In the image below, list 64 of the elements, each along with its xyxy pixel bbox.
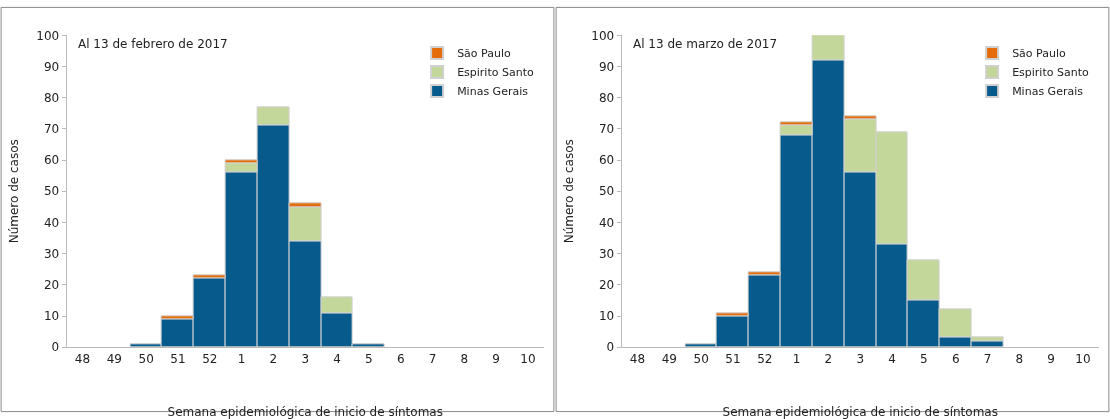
y-tick-label: 60 <box>598 153 615 168</box>
y-tick-label: 80 <box>43 90 60 105</box>
y-tick-label: 70 <box>598 122 615 137</box>
y-tick-label: 30 <box>43 246 60 261</box>
x-tick-label: 52 <box>757 351 773 366</box>
x-tick-label: 8 <box>1015 351 1024 366</box>
chart-title: Al 13 de marzo de 2017 <box>633 37 778 51</box>
x-tick-label: 49 <box>661 351 677 366</box>
x-tick-label: 49 <box>106 351 122 366</box>
y-tick-label: 100 <box>36 28 60 43</box>
y-tick-label: 10 <box>43 309 60 324</box>
y-tick-label: 60 <box>43 153 60 168</box>
y-axis-title: Número de casos <box>6 139 21 244</box>
y-tick-label: 50 <box>598 184 615 199</box>
x-tick-label: 10 <box>1075 351 1091 366</box>
x-tick-label: 7 <box>428 351 437 366</box>
y-tick-label: 0 <box>606 340 615 355</box>
x-tick-label: 1 <box>792 351 801 366</box>
x-tick-label: 50 <box>138 351 154 366</box>
x-tick-label: 3 <box>856 351 865 366</box>
x-tick-label: 51 <box>725 351 741 366</box>
x-tick-label: 50 <box>693 351 709 366</box>
x-tick-label: 48 <box>74 351 91 366</box>
legend-label: São Paulo <box>1012 47 1066 61</box>
y-axis-title: Número de casos <box>561 139 576 244</box>
chart-title: Al 13 de febrero de 2017 <box>78 37 228 51</box>
x-tick-label: 1 <box>237 351 246 366</box>
x-tick-label: 2 <box>824 351 833 366</box>
x-tick-label: 3 <box>301 351 310 366</box>
y-tick-label: 10 <box>598 309 615 324</box>
x-tick-label: 48 <box>629 351 646 366</box>
legend-label: Espirito Santo <box>1012 66 1089 80</box>
legend-label: Minas Gerais <box>1012 85 1084 99</box>
x-tick-label: 5 <box>365 351 373 366</box>
y-tick-label: 40 <box>43 215 60 230</box>
x-tick-label: 9 <box>1047 351 1055 366</box>
y-tick-label: 40 <box>598 215 615 230</box>
y-tick-label: 90 <box>43 59 60 74</box>
x-axis-title: Semana epidemiológica de inicio de síntomas <box>167 405 443 419</box>
x-tick-label: 7 <box>983 351 992 366</box>
x-tick-label: 10 <box>520 351 536 366</box>
x-tick-label: 2 <box>269 351 278 366</box>
y-tick-label: 100 <box>591 28 615 43</box>
y-tick-label: 20 <box>598 278 615 293</box>
x-tick-label: 51 <box>170 351 186 366</box>
x-axis-title: Semana epidemiológica de inicio de síntomas <box>722 405 998 419</box>
x-tick-label: 52 <box>202 351 218 366</box>
x-tick-label: 5 <box>920 351 928 366</box>
y-tick-label: 80 <box>598 90 615 105</box>
legend-label: Minas Gerais <box>457 85 529 99</box>
x-tick-label: 8 <box>460 351 469 366</box>
y-tick-label: 0 <box>51 340 60 355</box>
x-tick-label: 6 <box>951 351 960 366</box>
x-tick-label: 6 <box>396 351 405 366</box>
y-tick-label: 70 <box>43 122 60 137</box>
legend-label: São Paulo <box>457 47 511 61</box>
y-tick-label: 30 <box>598 246 615 261</box>
legend-label: Espirito Santo <box>457 66 534 80</box>
x-tick-label: 4 <box>333 351 341 366</box>
y-tick-label: 50 <box>43 184 60 199</box>
y-tick-label: 90 <box>598 59 615 74</box>
x-tick-label: 9 <box>492 351 500 366</box>
y-tick-label: 20 <box>43 278 60 293</box>
x-tick-label: 4 <box>888 351 896 366</box>
